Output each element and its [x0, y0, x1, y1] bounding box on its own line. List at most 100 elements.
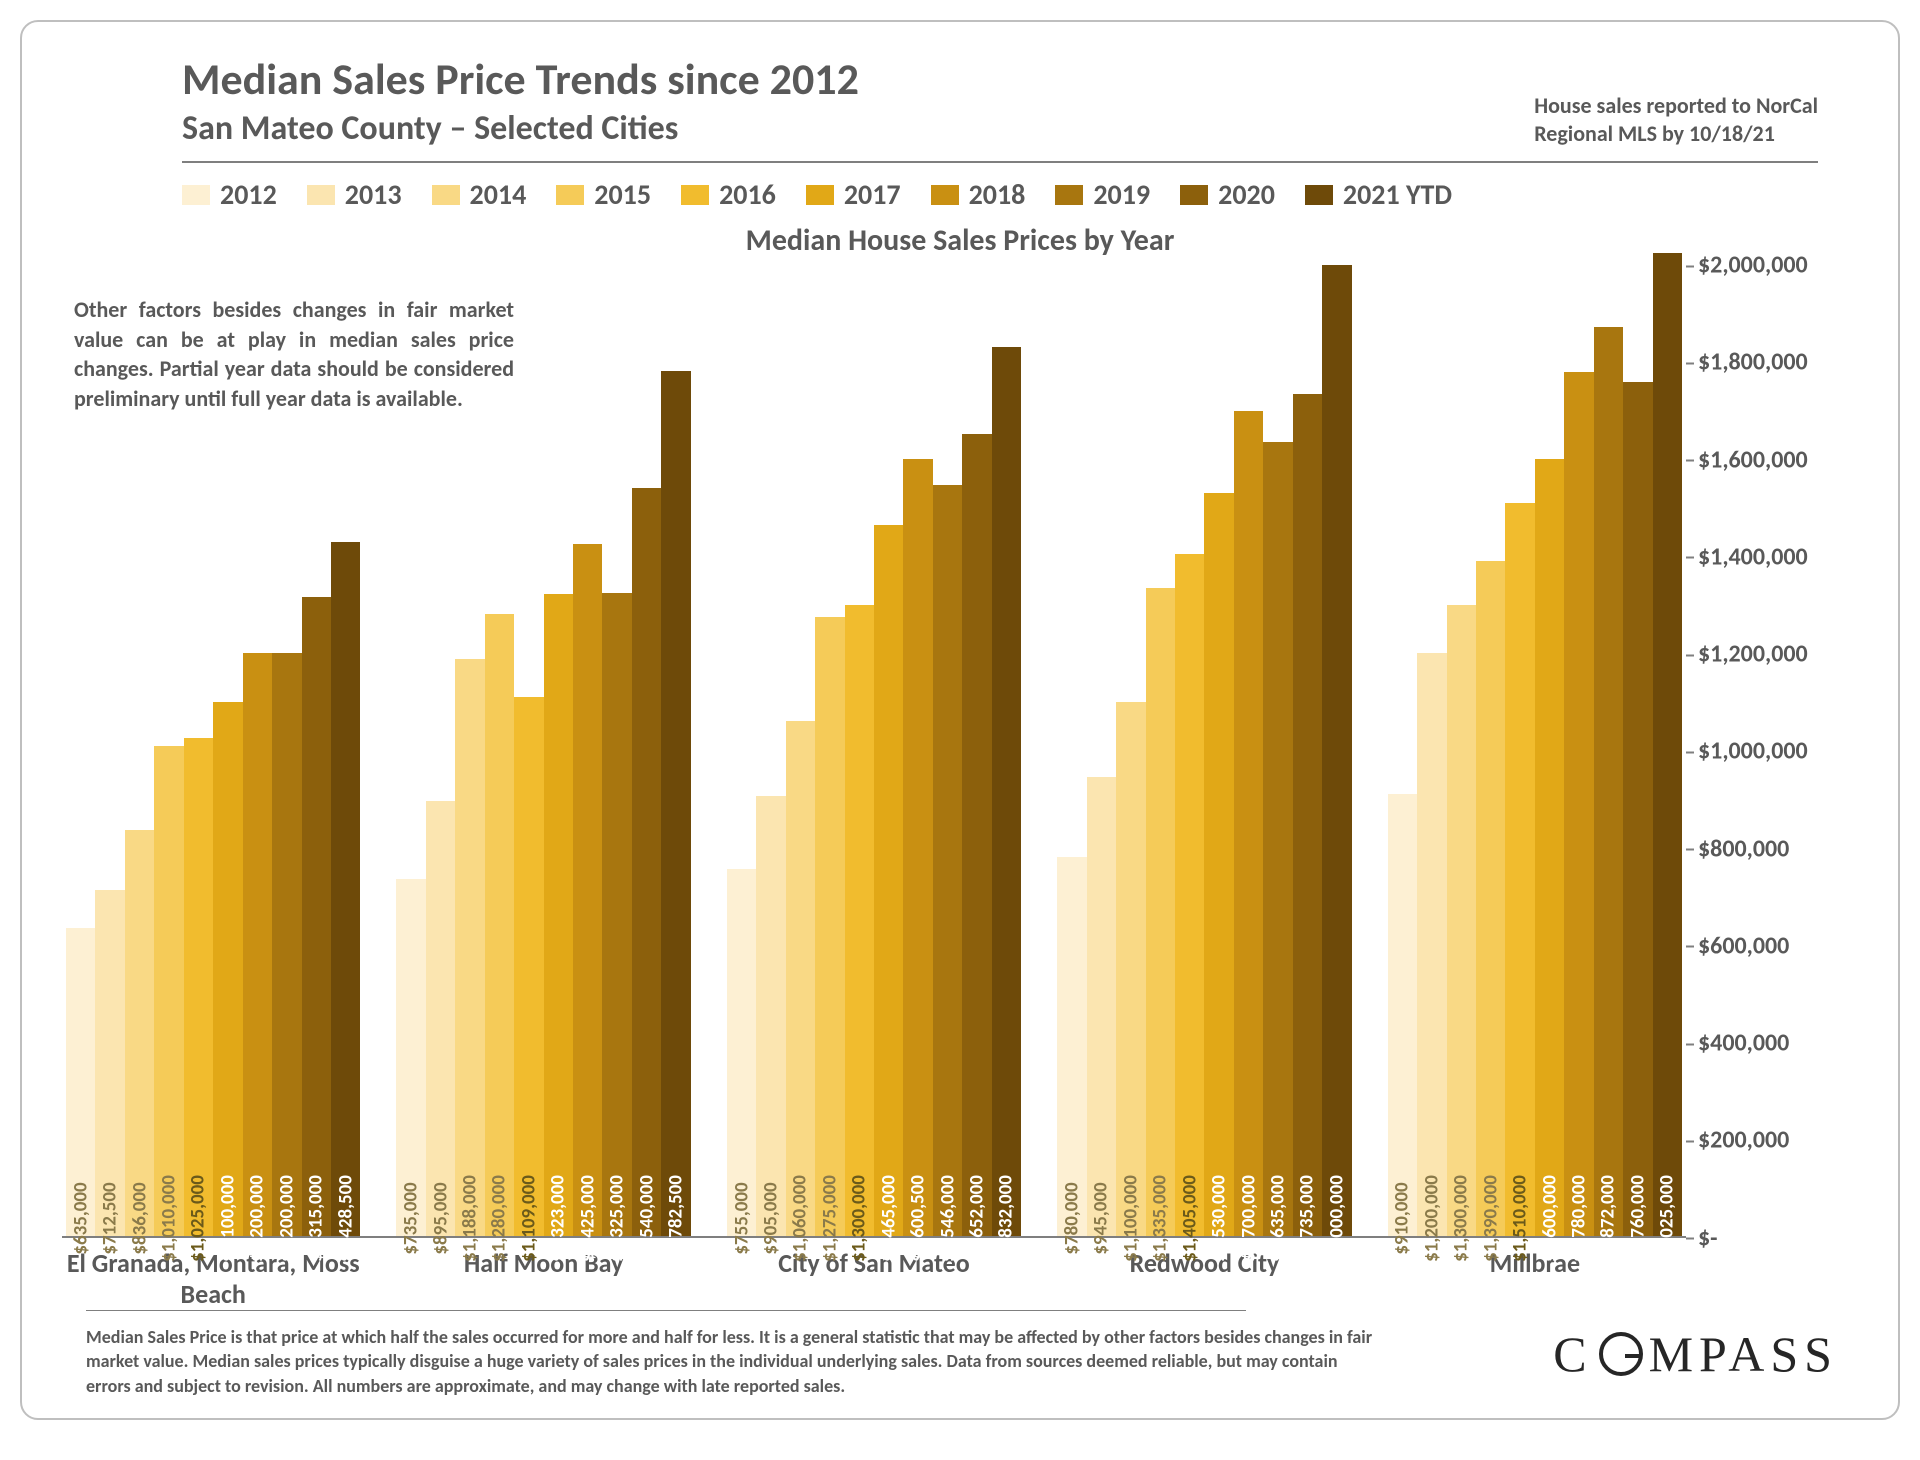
- bar-value-label: $1,425,000: [576, 1175, 599, 1262]
- bar: $1,600,000: [1535, 459, 1564, 1236]
- legend-swatch: [1305, 185, 1333, 205]
- compass-o-icon: [1599, 1332, 1643, 1376]
- legend-swatch: [432, 185, 460, 205]
- legend-label: 2019: [1093, 177, 1150, 212]
- bar: $1,530,000: [1204, 493, 1233, 1236]
- y-tick: $1,800,000: [1698, 348, 1808, 377]
- bar-value-label: $1,700,000: [1237, 1175, 1260, 1262]
- bar: $1,200,000: [243, 653, 272, 1235]
- bar: $1,600,500: [903, 459, 932, 1236]
- bar-value-label: $1,200,000: [246, 1175, 269, 1262]
- bar-value-label: $1,109,000: [517, 1175, 540, 1262]
- bar: $1,010,000: [154, 746, 183, 1236]
- legend-label: 2012: [220, 177, 277, 212]
- bar-value-label: $1,390,000: [1479, 1175, 1502, 1262]
- bar: $1,335,000: [1146, 588, 1175, 1236]
- disclaimer-text: Median Sales Price is that price at whic…: [86, 1325, 1386, 1398]
- bar: $2,025,000: [1653, 253, 1682, 1236]
- bar: $1,652,000: [962, 434, 991, 1236]
- header: Median Sales Price Trends since 2012 San…: [182, 52, 1818, 163]
- y-tick: $1,000,000: [1698, 737, 1808, 766]
- chart-area: Other factors besides changes in fair ma…: [62, 265, 1858, 1238]
- legend-item: 2014: [432, 177, 527, 212]
- bar: $895,000: [426, 801, 455, 1235]
- bar: $1,390,000: [1476, 561, 1505, 1236]
- bar: $1,300,000: [845, 605, 874, 1236]
- bar: $1,832,000: [992, 347, 1021, 1236]
- bar: $1,425,000: [573, 544, 602, 1236]
- bar-value-label: $1,335,000: [1149, 1175, 1172, 1262]
- bar-value-label: $836,000: [128, 1182, 151, 1254]
- y-axis: $-$200,000$400,000$600,000$800,000$1,000…: [1698, 265, 1858, 1238]
- bar: $712,500: [95, 890, 124, 1236]
- legend-swatch: [681, 185, 709, 205]
- legend-label: 2013: [345, 177, 402, 212]
- bar: $910,000: [1388, 794, 1417, 1236]
- legend-item: 2017: [806, 177, 901, 212]
- bar: $1,275,000: [815, 617, 844, 1236]
- header-divider: [182, 161, 1818, 163]
- note-box: Other factors besides changes in fair ma…: [74, 295, 514, 414]
- y-tick: $600,000: [1698, 931, 1789, 960]
- bar: $780,000: [1057, 857, 1086, 1236]
- bar-value-label: $1,465,000: [877, 1175, 900, 1262]
- bar-value-label: $1,275,000: [818, 1175, 841, 1262]
- city-group: $780,000$945,000$1,100,000$1,335,000$1,4…: [1057, 265, 1351, 1236]
- bar: $1,405,000: [1175, 554, 1204, 1236]
- bar: $735,000: [396, 879, 425, 1236]
- legend-label: 2014: [470, 177, 527, 212]
- bar-value-label: $1,782,500: [665, 1175, 688, 1262]
- city-group: $755,000$905,000$1,060,000$1,275,000$1,3…: [727, 265, 1021, 1236]
- bar: $1,188,000: [455, 659, 484, 1236]
- bar-value-label: $1,100,000: [216, 1175, 239, 1262]
- bar-value-label: $1,600,000: [1538, 1175, 1561, 1262]
- bar-value-label: $1,780,000: [1567, 1175, 1590, 1262]
- bar: $1,300,000: [1447, 605, 1476, 1236]
- legend-swatch: [182, 185, 210, 205]
- bar-value-label: $1,510,000: [1509, 1175, 1532, 1262]
- bar: $1,735,000: [1293, 394, 1322, 1236]
- bar: $1,510,000: [1505, 503, 1534, 1236]
- y-tick: $400,000: [1698, 1029, 1789, 1058]
- y-tick: $2,000,000: [1698, 251, 1808, 280]
- bar-value-label: $1,760,000: [1626, 1175, 1649, 1262]
- bar-value-label: $1,025,000: [187, 1175, 210, 1262]
- brand-logo: CMPASS: [1553, 1325, 1838, 1383]
- bar: $1,025,000: [184, 738, 213, 1236]
- bar-value-label: $1,635,000: [1267, 1175, 1290, 1262]
- bar-value-label: $1,540,000: [635, 1175, 658, 1262]
- legend-swatch: [556, 185, 584, 205]
- bar: $1,465,000: [874, 525, 903, 1236]
- bar-value-label: $1,872,000: [1597, 1175, 1620, 1262]
- bar: $1,780,000: [1564, 372, 1593, 1236]
- bar-value-label: $780,000: [1060, 1182, 1083, 1254]
- chart-frame: Median Sales Price Trends since 2012 San…: [20, 20, 1900, 1420]
- bar: $1,200,000: [272, 653, 301, 1235]
- bar: $836,000: [125, 830, 154, 1236]
- legend-label: 2021 YTD: [1343, 177, 1452, 212]
- legend-item: 2015: [556, 177, 651, 212]
- bar: $635,000: [66, 928, 95, 1236]
- bar-value-label: $905,000: [759, 1182, 782, 1254]
- source-note: House sales reported to NorCalRegional M…: [1534, 92, 1818, 149]
- bar-value-label: $1,832,000: [995, 1175, 1018, 1262]
- bar-value-label: $735,000: [400, 1182, 423, 1254]
- bar: $945,000: [1087, 777, 1116, 1236]
- bar-value-label: $910,000: [1391, 1182, 1414, 1254]
- bar-value-label: $712,500: [99, 1182, 122, 1254]
- bar-value-label: $2,025,000: [1656, 1175, 1679, 1262]
- bar-value-label: $1,200,000: [275, 1175, 298, 1262]
- bar-value-label: $1,280,000: [488, 1175, 511, 1262]
- bar-value-label: $1,100,000: [1119, 1175, 1142, 1262]
- bar-value-label: $1,652,000: [966, 1175, 989, 1262]
- legend-item: 2016: [681, 177, 776, 212]
- bar-value-label: $1,546,000: [936, 1175, 959, 1262]
- bar-value-label: $1,323,000: [547, 1175, 570, 1262]
- bar: $1,109,000: [514, 697, 543, 1235]
- legend-item: 2013: [307, 177, 402, 212]
- legend-swatch: [1180, 185, 1208, 205]
- city-group: $910,000$1,200,000$1,300,000$1,390,000$1…: [1388, 265, 1682, 1236]
- bar: $905,000: [756, 796, 785, 1235]
- bar-value-label: $1,300,000: [1450, 1175, 1473, 1262]
- bar: $1,635,000: [1263, 442, 1292, 1236]
